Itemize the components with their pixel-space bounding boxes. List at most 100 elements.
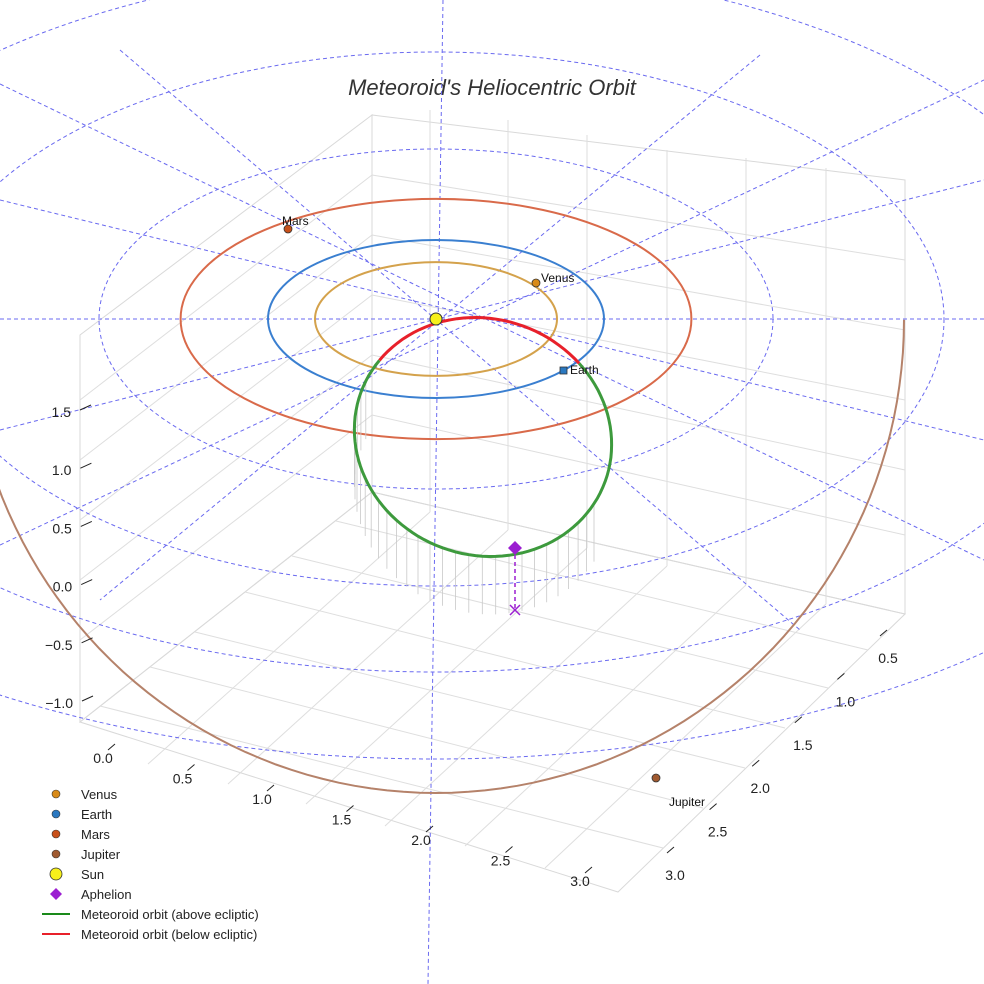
back-pane (371, 114, 906, 615)
meteoroid-orbit-below (378, 315, 581, 365)
mars-orbit (179, 197, 693, 441)
left-pane (79, 113, 373, 724)
venus-orbit (314, 261, 558, 377)
tick-mark (79, 404, 92, 411)
tick-label: 2.0 (411, 832, 431, 848)
grid-line (384, 565, 668, 827)
polar-spoke (0, 79, 984, 546)
y-axis: 0.5 1.0 1.5 2.0 2.5 3.0 (665, 629, 898, 883)
grid-line (544, 603, 827, 869)
tick-label: 2.0 (750, 780, 770, 796)
legend: Venus Earth Mars Jupiter Sun Aphelion Meteoroi… (42, 787, 259, 942)
earth-marker (559, 366, 568, 375)
polar-spoke (427, 0, 444, 984)
tick-label: 1.0 (52, 462, 72, 478)
grid-line (371, 414, 906, 536)
tick-mark (666, 846, 675, 854)
jupiter-marker (651, 773, 661, 783)
jupiter-label: Jupiter (669, 795, 705, 809)
grid-line (335, 520, 869, 651)
tick-mark (879, 629, 888, 637)
aphelion-marker (508, 541, 522, 555)
polar-ring (0, 0, 984, 673)
tick-label: 0.5 (52, 520, 72, 536)
legend-item: Earth (51, 807, 112, 822)
polar-ring (0, 651, 984, 760)
tick-label: 3.0 (665, 867, 685, 883)
tick-label: 1.5 (793, 737, 813, 753)
tick-label: 0.0 (53, 579, 73, 595)
tick-label: 1.0 (836, 693, 856, 709)
tick-mark (81, 695, 94, 702)
polar-spoke (0, 83, 984, 561)
tick-mark (505, 846, 513, 853)
sun-group (429, 312, 443, 326)
tick-mark (709, 803, 717, 810)
venus-marker (531, 278, 541, 288)
tick-label: 0.5 (878, 650, 898, 666)
tick-mark (425, 825, 434, 833)
tick-label: 3.0 (570, 873, 590, 889)
tick-label: 2.5 (491, 853, 511, 869)
legend-item: Meteoroid orbit (above ecliptic) (42, 907, 259, 922)
polar-ring (0, 51, 945, 587)
grid-line (371, 354, 906, 471)
planets-layer: Venus Earth Mars Jupiter (282, 214, 705, 809)
legend-label: Aphelion (81, 887, 132, 902)
grid-line (305, 547, 588, 805)
polar-spoke (0, 179, 984, 431)
legend-marker (49, 867, 63, 881)
floor-pane (78, 491, 907, 893)
legend-label: Meteoroid orbit (above ecliptic) (81, 907, 259, 922)
legend-item: Venus (51, 787, 118, 802)
tick-mark (266, 784, 275, 792)
tick-mark (187, 764, 195, 771)
polar-spoke (99, 54, 761, 601)
legend-label: Mars (81, 827, 110, 842)
legend-label: Earth (81, 807, 112, 822)
tick-mark (80, 520, 93, 527)
grid-line (291, 555, 829, 689)
grid-line (227, 529, 509, 785)
legend-marker (51, 849, 61, 859)
tick-label: 1.0 (252, 791, 272, 807)
tick-label: −0.5 (45, 637, 73, 653)
grid-line (79, 234, 373, 461)
legend-item: Aphelion (50, 887, 132, 902)
x-axis: 0.0 0.5 1.0 1.5 2.0 2.5 3.0 (93, 743, 593, 889)
tick-mark (81, 637, 93, 644)
tick-mark (584, 866, 593, 874)
legend-marker (51, 809, 61, 819)
chart-title: Meteoroid's Heliocentric Orbit (348, 75, 637, 100)
meteoroid-drop-lines (353, 381, 595, 615)
tick-label: 2.5 (708, 824, 728, 840)
grid-line (147, 511, 431, 765)
tick-label: 1.5 (52, 404, 72, 420)
grid-line (99, 705, 664, 849)
legend-marker (51, 829, 61, 839)
tick-label: −1.0 (45, 695, 73, 711)
aphelion-group (508, 541, 522, 616)
venus-label: Venus (541, 271, 574, 285)
legend-item: Sun (49, 867, 104, 882)
legend-item: Jupiter (51, 847, 121, 862)
grid-line (244, 591, 786, 729)
jupiter-orbit (0, 319, 905, 795)
sun-marker (429, 312, 443, 326)
polar-spoke (119, 49, 801, 631)
grid-line (194, 631, 746, 769)
orbits-layer (0, 197, 905, 795)
grid-line (79, 294, 373, 521)
mars-marker (283, 224, 293, 234)
tick-mark (107, 743, 116, 751)
grid-line (371, 294, 906, 401)
tick-mark (837, 673, 845, 680)
legend-item: Mars (51, 827, 110, 842)
grid-line (371, 234, 906, 331)
tick-label: 0.5 (173, 771, 193, 787)
meteoroid-orbit (352, 315, 614, 559)
legend-label: Jupiter (81, 847, 121, 862)
legend-label: Sun (81, 867, 104, 882)
